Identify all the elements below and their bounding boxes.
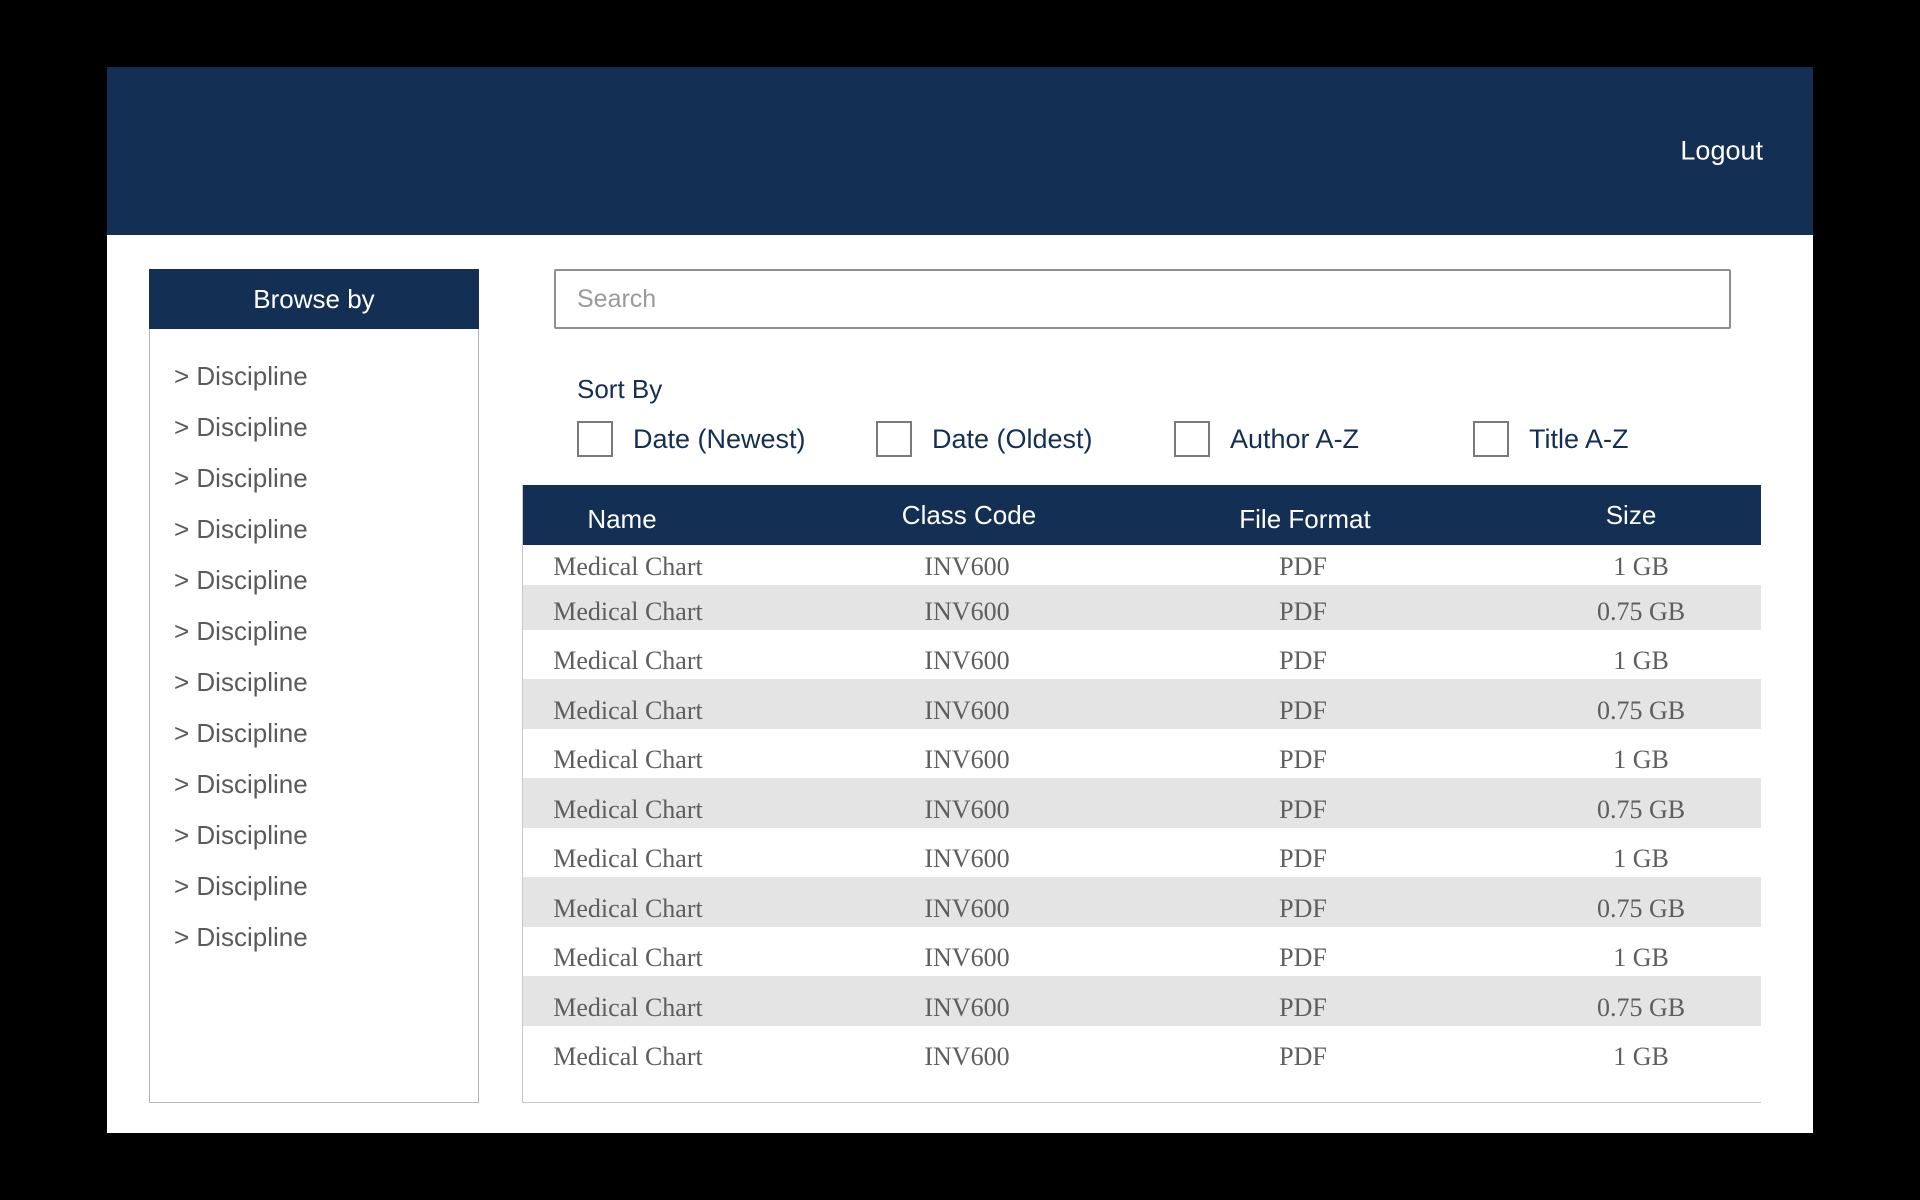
cell-name: Medical Chart [553,646,703,675]
cell-name: Medical Chart [553,894,703,923]
cell-size: 0.75 GB [1596,894,1686,923]
cell-name: Medical Chart [553,943,703,972]
browse-by-heading: Browse by [149,269,479,329]
cell-file-format: PDF [1279,646,1327,675]
cell-size: 1 GB [1613,943,1669,972]
table-row[interactable]: Medical Chart INV600 PDF 1 GB [523,729,1761,778]
logout-link[interactable]: Logout [1680,135,1763,166]
cell-name: Medical Chart [553,1042,703,1071]
sidebar-item-discipline[interactable]: > Discipline [174,718,308,748]
cell-size: 0.75 GB [1596,597,1686,626]
cell-class-code: INV600 [924,993,1010,1022]
cell-class-code: INV600 [924,745,1010,774]
sidebar-item-discipline[interactable]: > Discipline [174,769,308,799]
table-row[interactable]: Medical Chart INV600 PDF 1 GB [523,630,1761,679]
sort-author-az-option[interactable]: Author A-Z [1174,421,1359,457]
sort-date-oldest-checkbox[interactable] [876,421,912,457]
table-row[interactable]: Medical Chart INV600 PDF 0.75 GB [523,976,1761,1026]
table-row[interactable]: Medical Chart INV600 PDF 1 GB [523,545,1761,585]
table-row[interactable]: Medical Chart INV600 PDF 1 GB [523,927,1761,976]
sort-title-az-option[interactable]: Title A-Z [1473,421,1629,457]
cell-size: 0.75 GB [1596,696,1686,725]
cell-name: Medical Chart [553,696,703,725]
app-window: Logout Browse by > Discipline > Disciplin… [107,67,1813,1133]
column-header-name[interactable]: Name [587,504,657,534]
cell-class-code: INV600 [924,1042,1010,1071]
cell-name: Medical Chart [553,745,703,774]
sort-option-label: Date (Oldest) [932,423,1093,454]
cell-file-format: PDF [1279,745,1327,774]
results-table: Name Class Code File Format Size Medical Ch… [522,485,1761,1103]
cell-file-format: PDF [1279,795,1327,824]
cell-class-code: INV600 [924,646,1010,675]
sidebar-item-discipline[interactable]: > Discipline [174,616,308,646]
cell-size: 1 GB [1613,552,1669,581]
sort-author-az-checkbox[interactable] [1174,421,1210,457]
cell-name: Medical Chart [553,795,703,824]
cell-size: 1 GB [1613,646,1669,675]
cell-name: Medical Chart [553,993,703,1022]
table-row[interactable]: Medical Chart INV600 PDF 0.75 GB [523,679,1761,729]
column-header-class-code[interactable]: Class Code [901,500,1037,530]
column-header-size[interactable]: Size [1605,500,1657,530]
cell-file-format: PDF [1279,943,1327,972]
search-input[interactable] [554,269,1731,329]
cell-class-code: INV600 [924,844,1010,873]
cell-name: Medical Chart [553,552,703,581]
cell-class-code: INV600 [924,597,1010,626]
table-row[interactable]: Medical Chart INV600 PDF 1 GB [523,1026,1761,1075]
cell-file-format: PDF [1279,894,1327,923]
cell-file-format: PDF [1279,1042,1327,1071]
top-header-bar: Logout [107,67,1813,235]
cell-name: Medical Chart [553,597,703,626]
sort-date-oldest-option[interactable]: Date (Oldest) [876,421,1093,457]
sidebar-item-discipline[interactable]: > Discipline [174,820,308,850]
cell-size: 1 GB [1613,1042,1669,1071]
cell-class-code: INV600 [924,894,1010,923]
sidebar-item-discipline[interactable]: > Discipline [174,922,308,952]
sidebar-item-discipline[interactable]: > Discipline [174,565,308,595]
cell-size: 1 GB [1613,844,1669,873]
table-row[interactable]: Medical Chart INV600 PDF 1 GB [523,828,1761,877]
table-row[interactable]: Medical Chart INV600 PDF 0.75 GB [523,585,1761,630]
table-row[interactable]: Medical Chart INV600 PDF 0.75 GB [523,877,1761,927]
sort-option-label: Date (Newest) [633,423,806,454]
sidebar-item-discipline[interactable]: > Discipline [174,463,308,493]
cell-size: 1 GB [1613,745,1669,774]
column-header-file-format[interactable]: File Format [1239,504,1371,534]
sidebar-item-discipline[interactable]: > Discipline [174,871,308,901]
sort-by-label: Sort By [577,374,663,404]
cell-size: 0.75 GB [1596,993,1686,1022]
cell-file-format: PDF [1279,552,1327,581]
table-row[interactable]: Medical Chart INV600 PDF 0.75 GB [523,778,1761,828]
cell-class-code: INV600 [924,552,1010,581]
cell-class-code: INV600 [924,696,1010,725]
sidebar-item-discipline[interactable]: > Discipline [174,361,308,391]
sort-date-newest-option[interactable]: Date (Newest) [577,421,806,457]
cell-size: 0.75 GB [1596,795,1686,824]
table-header: Name Class Code File Format Size [523,485,1761,545]
cell-file-format: PDF [1279,597,1327,626]
sidebar-item-discipline[interactable]: > Discipline [174,412,308,442]
cell-name: Medical Chart [553,844,703,873]
cell-file-format: PDF [1279,696,1327,725]
sort-option-label: Title A-Z [1529,423,1629,454]
cell-file-format: PDF [1279,993,1327,1022]
cell-class-code: INV600 [924,943,1010,972]
cell-file-format: PDF [1279,844,1327,873]
sort-title-az-checkbox[interactable] [1473,421,1509,457]
sort-option-label: Author A-Z [1230,423,1360,454]
sidebar-item-discipline[interactable]: > Discipline [174,514,308,544]
sidebar-item-discipline[interactable]: > Discipline [174,667,308,697]
browse-sidebar: Browse by > Discipline > Discipline > Disc… [149,269,479,1103]
sort-date-newest-checkbox[interactable] [577,421,613,457]
cell-class-code: INV600 [924,795,1010,824]
